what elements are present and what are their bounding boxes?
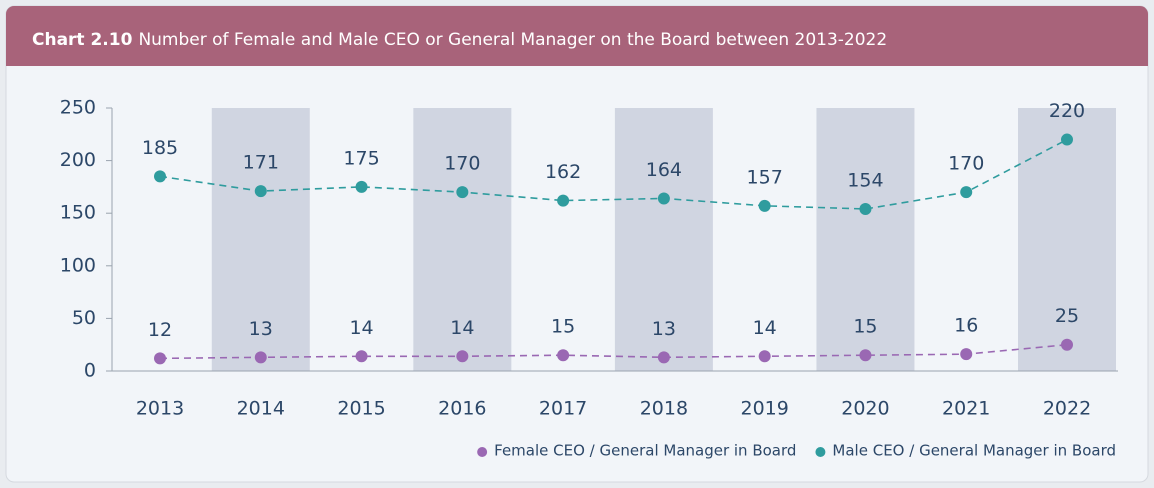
data-label: 14 [450,317,474,339]
point [859,349,872,362]
data-label: 13 [652,318,676,340]
y-tick-label: 250 [60,97,96,119]
data-label: 25 [1055,305,1079,327]
data-label: 220 [1049,100,1085,122]
point [758,350,771,363]
data-label: 14 [349,317,373,339]
data-label: 12 [148,319,172,341]
band [211,108,310,371]
point [154,170,166,183]
data-label: 15 [551,316,575,338]
title-label: Chart 2.10 [32,30,133,50]
y-tick-label: 200 [60,149,96,171]
chart-title: Chart 2.10 Number of Female and Male CEO … [32,30,887,50]
y-tick-label: 150 [60,202,96,224]
data-label: 13 [249,318,273,340]
point [657,351,670,364]
data-label: 164 [646,159,682,181]
point [557,194,570,207]
point [254,185,267,198]
band [816,108,915,371]
x-tick-label: 2021 [942,398,990,420]
x-tick-label: 2014 [237,398,285,420]
point [456,350,469,363]
title-text: Number of Female and Male CEO or General… [138,30,887,50]
y-tick-label: 100 [60,254,96,276]
x-tick-label: 2018 [640,398,688,420]
data-label: 170 [948,153,984,175]
data-label: 15 [853,316,877,338]
data-label: 185 [142,137,178,159]
legend-swatch [477,447,488,457]
data-label: 154 [847,169,883,191]
series-line [159,138,1068,210]
band [1018,108,1116,371]
point [355,180,368,193]
point [1061,338,1073,351]
data-label: 14 [753,317,777,339]
x-tick-label: 2015 [337,398,385,420]
header-bar [6,6,1148,66]
legend-label: Male CEO / General Manager in Board [832,442,1116,460]
data-label: 16 [954,315,978,337]
point [960,186,973,199]
x-tick-label: 2017 [539,398,587,420]
point [657,192,670,205]
data-label: 175 [343,147,379,169]
band [413,108,512,371]
x-tick-label: 2016 [438,398,486,420]
data-label: 157 [747,166,783,188]
legend-label: Female CEO / General Manager in Board [494,442,796,460]
point [1061,133,1073,146]
data-label: 170 [444,153,480,175]
point [154,352,166,365]
x-tick-label: 2013 [136,398,184,420]
point [456,186,469,199]
x-tick-label: 2019 [740,398,788,420]
point [355,350,368,363]
x-tick-label: 2022 [1043,398,1091,420]
legend-swatch [815,447,826,457]
point [557,349,570,362]
y-tick-label: 0 [84,360,96,382]
data-label: 162 [545,161,581,183]
point [859,202,872,215]
y-tick-label: 50 [72,307,96,329]
x-tick-label: 2020 [841,398,889,420]
band [614,108,713,371]
point [254,351,267,364]
data-label: 171 [243,152,279,174]
point [960,348,973,361]
point [758,199,771,212]
